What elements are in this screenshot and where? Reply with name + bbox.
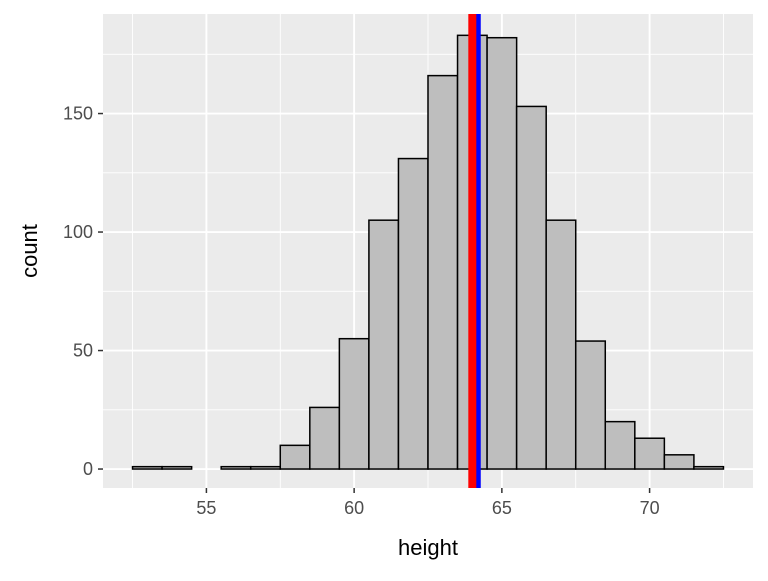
histogram-bar (693, 465, 725, 470)
histogram-bar (131, 465, 163, 470)
histogram-bar (574, 340, 607, 470)
reference-lines (468, 14, 481, 488)
y-tick-label: 0 (83, 459, 93, 479)
histogram-bar (279, 444, 311, 470)
x-axis-tick-labels: 55 60 65 70 (196, 498, 659, 518)
histogram-bar (338, 337, 370, 470)
histogram-bar (397, 157, 429, 470)
histogram-bar (368, 219, 400, 470)
histogram-bar (220, 465, 252, 470)
histogram-bar (249, 465, 282, 470)
x-tick-label: 60 (344, 498, 364, 518)
y-axis-title: count (17, 224, 42, 278)
histogram-bar (486, 36, 518, 470)
histogram-bars (131, 34, 725, 470)
histogram-bar (663, 454, 695, 470)
axis-ticks (98, 112, 651, 493)
y-axis-tick-labels: 0 50 100 150 (63, 104, 93, 480)
y-tick-label: 50 (73, 341, 93, 361)
x-tick-label: 70 (640, 498, 660, 518)
histogram-bar (634, 437, 666, 470)
histogram-bar (604, 420, 636, 470)
histogram-bar (427, 74, 459, 470)
histogram-bar (309, 406, 341, 470)
x-tick-label: 65 (492, 498, 512, 518)
y-tick-label: 150 (63, 104, 93, 124)
x-axis-title: height (398, 535, 458, 560)
histogram-bar (545, 219, 577, 470)
histogram-bar (161, 465, 193, 470)
x-tick-label: 55 (196, 498, 216, 518)
y-tick-label: 100 (63, 222, 93, 242)
histogram-bar (515, 105, 547, 470)
